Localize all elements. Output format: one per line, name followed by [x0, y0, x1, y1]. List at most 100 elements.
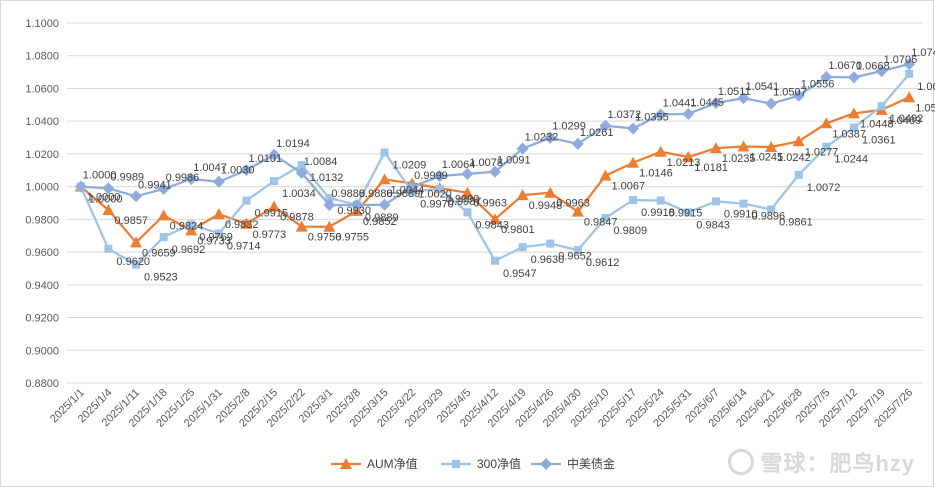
data-label-aum: 0.9857 — [114, 215, 148, 227]
data-label-bond-gold: 1.0441 — [663, 97, 697, 109]
data-label-hs300: 0.9896 — [752, 211, 786, 223]
data-label-aum: 1.0020 — [418, 188, 452, 200]
legend-label-hs300: 300净值 — [477, 456, 521, 471]
point-bond-gold — [406, 180, 419, 193]
snowball-logo-icon — [728, 449, 755, 475]
data-label-hs300: 0.9915 — [254, 208, 288, 220]
point-hs300 — [187, 220, 196, 229]
point-hs300 — [546, 239, 555, 248]
data-label-bond-gold: 1.0668 — [856, 60, 890, 72]
data-label-hs300: 0.9843 — [475, 219, 509, 231]
data-label-hs300: 1.0034 — [282, 188, 316, 200]
data-label-hs300: 0.9987 — [448, 196, 482, 208]
data-label-bond-gold: 1.0091 — [497, 155, 531, 167]
point-aum — [157, 209, 170, 221]
data-label-bond-gold: 1.0445 — [690, 97, 724, 109]
y-tick-label: 1.0600 — [25, 83, 59, 95]
data-label-hs300: 0.9861 — [779, 216, 813, 228]
data-label-bond-gold: 0.9888 — [331, 188, 365, 200]
point-hs300 — [767, 205, 776, 214]
point-hs300 — [684, 208, 693, 217]
data-label-aum: 1.0448 — [860, 118, 894, 130]
point-aum — [571, 205, 584, 217]
data-label-hs300: 1.0209 — [393, 159, 427, 171]
data-label-bond-gold: 1.0101 — [248, 153, 282, 165]
point-bond-gold — [74, 180, 87, 193]
point-hs300 — [270, 177, 279, 186]
point-bond-gold — [903, 58, 916, 71]
data-label-bond-gold: 1.0299 — [552, 121, 586, 133]
data-label-hs300: 0.9843 — [696, 219, 730, 231]
point-hs300 — [877, 102, 886, 111]
legend-label-bond-gold: 中美债金 — [567, 456, 615, 471]
data-label-aum: 1.0245 — [750, 152, 784, 164]
data-label-bond-gold: 1.0194 — [276, 138, 310, 150]
data-label-aum: 1.0213 — [667, 157, 701, 169]
point-bond-gold — [737, 92, 750, 105]
data-label-bond-gold: 1.0670 — [828, 60, 862, 72]
data-label-aum: 1.0181 — [694, 162, 728, 174]
point-bond-gold — [461, 167, 474, 180]
data-labels: 1.00000.98570.96590.98240.97330.98320.97… — [83, 47, 935, 284]
data-label-bond-gold: 1.0749 — [911, 47, 935, 59]
point-bond-gold — [350, 198, 363, 211]
y-tick-label: 1.0000 — [25, 182, 59, 194]
point-bond-gold — [544, 131, 557, 144]
point-hs300 — [435, 184, 444, 193]
data-label-bond-gold: 1.0507 — [773, 87, 807, 99]
point-aum — [847, 107, 860, 119]
data-label-hs300: 0.9547 — [503, 268, 537, 280]
point-bond-gold — [240, 164, 253, 177]
legend-label-aum: AUM净值 — [367, 456, 418, 471]
point-hs300 — [573, 246, 582, 255]
data-label-aum: 0.9948 — [529, 200, 563, 212]
watermark: 雪球：肥鸟hzy — [728, 446, 915, 478]
data-label-bond-gold: 0.9989 — [110, 171, 144, 183]
point-hs300 — [601, 213, 610, 222]
data-label-hs300: 0.9910 — [724, 208, 758, 220]
data-label-hs300: 0.9714 — [227, 240, 261, 252]
data-label-hs300: 0.9630 — [531, 254, 565, 266]
data-label-hs300: 1.0072 — [807, 182, 841, 194]
y-axis: 0.8800 0.9000 0.9200 0.9400 0.9600 0.9800 1.00… — [25, 18, 59, 390]
data-label-hs300: 0.9652 — [558, 251, 592, 263]
data-label-hs300: 0.9930 — [337, 205, 371, 217]
data-label-bond-gold: 0.9889 — [387, 188, 421, 200]
point-bond-gold — [682, 107, 695, 120]
point-hs300 — [104, 244, 113, 253]
point-bond-gold — [130, 190, 143, 203]
point-bond-gold — [433, 170, 446, 183]
data-label-bond-gold: 1.0064 — [442, 159, 476, 171]
data-label-hs300: 1.0132 — [310, 172, 344, 184]
point-hs300 — [518, 243, 527, 252]
data-label-bond-gold: 1.0084 — [304, 156, 338, 168]
y-tick-label: 0.9400 — [25, 280, 59, 292]
point-bond-gold — [268, 148, 281, 161]
data-label-aum: 1.0146 — [639, 168, 673, 180]
point-aum — [130, 236, 143, 248]
data-label-bond-gold: 1.0261 — [580, 127, 614, 139]
point-aum — [627, 156, 640, 168]
point-bond-gold — [295, 166, 308, 179]
data-label-hs300: 0.9915 — [669, 208, 703, 220]
data-label-hs300: 0.9970 — [420, 199, 454, 211]
point-aum — [323, 220, 336, 232]
point-hs300 — [132, 260, 141, 269]
point-aum — [544, 186, 557, 198]
data-label-bond-gold: 1.0355 — [635, 112, 669, 124]
point-aum — [903, 91, 916, 103]
point-hs300 — [629, 196, 638, 205]
y-tick-label: 1.1000 — [25, 18, 59, 30]
data-label-bond-gold: 1.0541 — [746, 81, 780, 93]
data-label-hs300: 0.9523 — [144, 272, 178, 284]
y-tick-label: 1.0800 — [25, 51, 59, 63]
point-hs300 — [491, 256, 499, 265]
data-label-aum: 1.0546 — [915, 102, 935, 114]
legend-marker-hs300 — [452, 460, 460, 468]
point-bond-gold — [792, 89, 805, 102]
point-hs300 — [711, 197, 720, 206]
data-label-hs300: 1.0689 — [917, 81, 935, 93]
point-bond-gold — [489, 165, 501, 178]
